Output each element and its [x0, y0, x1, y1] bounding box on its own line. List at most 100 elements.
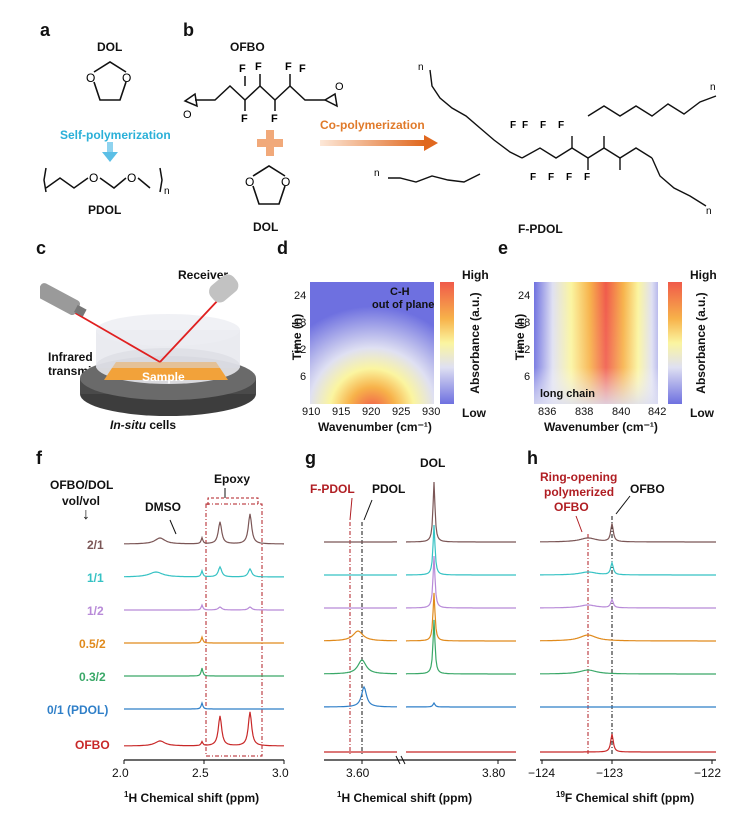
- f-pdol-label: F-PDOL: [518, 222, 563, 236]
- xlabel-g: 1H Chemical shift (ppm): [337, 790, 473, 805]
- row-label-2-1: 2/1: [87, 538, 104, 552]
- ratio-header-2: vol/vol: [62, 494, 101, 508]
- ytick-d-12: 12: [294, 344, 307, 356]
- nmr-spectra-g: [323, 481, 516, 765]
- ytick-d-6: 6: [300, 371, 307, 383]
- in-situ-cell-illustration: [40, 274, 256, 416]
- xlabel-f: 1H Chemical shift (ppm): [124, 790, 260, 805]
- spectrum-f-4: [124, 667, 284, 677]
- svg-text:F: F: [285, 61, 292, 73]
- spectrum-g-4: [323, 619, 516, 675]
- rop-label-2: polymerized: [544, 485, 615, 499]
- xtick-e-842: 842: [648, 406, 667, 418]
- f-pdol-peak-label: F-PDOL: [310, 482, 355, 496]
- panel-label-b: b: [183, 20, 194, 40]
- annotation-d-1: C-H: [390, 286, 410, 298]
- row-label-0-5-2: 0.5/2: [79, 637, 106, 651]
- spectrum-f-6: [124, 711, 284, 747]
- colorbar-e-low: Low: [690, 406, 714, 420]
- svg-text:F: F: [299, 63, 306, 75]
- epoxy-label: Epoxy: [214, 472, 251, 486]
- spectrum-f-2: [124, 603, 284, 611]
- spectrum-h-6: [540, 733, 716, 753]
- xtick-d-910: 910: [302, 406, 321, 418]
- svg-text:F: F: [255, 61, 262, 73]
- xtick-e-836: 836: [538, 406, 557, 418]
- ytick-e-24: 24: [518, 290, 531, 302]
- svg-text:n: n: [418, 62, 424, 73]
- ratio-header-arrow: ↓: [82, 506, 90, 523]
- ylabel-d: Time (h): [290, 313, 304, 361]
- colorbar-e: [668, 282, 682, 404]
- heatmap-d: [310, 282, 434, 404]
- ytick-e-6: 6: [524, 371, 531, 383]
- dmso-label: DMSO: [145, 500, 181, 514]
- svg-text:O: O: [245, 175, 254, 189]
- svg-text:n: n: [706, 206, 712, 217]
- spectrum-f-1: [124, 565, 284, 578]
- spectrum-f-0: [124, 513, 284, 545]
- svg-text:F: F: [566, 172, 572, 183]
- svg-text:F: F: [522, 120, 528, 131]
- pdol-peak-label: PDOL: [372, 482, 406, 496]
- ratio-header-1: OFBO/DOL: [50, 478, 114, 492]
- in-situ-cells-label: In-situ cells: [110, 418, 177, 432]
- svg-text:O: O: [127, 171, 136, 185]
- svg-text:O: O: [335, 81, 344, 93]
- svg-text:F: F: [540, 120, 546, 131]
- xlabel-h: 19F Chemical shift (ppm): [556, 790, 695, 805]
- row-label-0-3-2: 0.3/2: [79, 670, 106, 684]
- rop-label-1: Ring-opening: [540, 470, 618, 484]
- colorbar-d-label: Absorbance (a.u.): [468, 292, 482, 394]
- svg-text:O: O: [89, 171, 98, 185]
- panel-label-f: f: [36, 448, 42, 468]
- ytick-d-18: 18: [294, 317, 307, 329]
- panel-label-d: d: [277, 238, 288, 258]
- xtick-e-840: 840: [612, 406, 631, 418]
- plus-sign: [257, 130, 283, 156]
- xtick-g-3-80: 3.80: [482, 766, 506, 780]
- xtick-d-925: 925: [392, 406, 411, 418]
- svg-text:F: F: [241, 113, 248, 125]
- n-label-b: n: [710, 82, 716, 93]
- xtick-h-124: −124: [528, 766, 556, 780]
- spectrum-g-5: [324, 685, 516, 708]
- svg-text:F: F: [548, 172, 554, 183]
- svg-text:O: O: [281, 175, 290, 189]
- xtick-h-123: −123: [596, 766, 624, 780]
- svg-text:F: F: [271, 113, 278, 125]
- annotation-e: long chain: [540, 388, 595, 400]
- ytick-d-24: 24: [294, 290, 307, 302]
- pdol-structure: O O n: [43, 167, 170, 197]
- svg-text:O: O: [183, 109, 192, 121]
- panel-label-g: g: [305, 448, 316, 468]
- receiver-label: Receiver: [178, 268, 229, 282]
- colorbar-e-label: Absorbance (a.u.): [694, 292, 708, 394]
- xtick-f-2-5: 2.5: [192, 766, 209, 780]
- dol-label-a: DOL: [97, 40, 123, 54]
- row-label-ofbo: OFBO: [75, 738, 110, 752]
- co-polymerization-label: Co-polymerization: [320, 118, 425, 132]
- xtick-f-2-0: 2.0: [112, 766, 129, 780]
- dol-peak-label: DOL: [420, 456, 446, 470]
- colorbar-d-low: Low: [462, 406, 486, 420]
- spectrum-g-1: [324, 524, 516, 576]
- pdol-subscript: n: [164, 186, 170, 197]
- panel-label-c: c: [36, 238, 47, 258]
- f-atom: F: [239, 63, 246, 75]
- svg-text:F: F: [510, 120, 516, 131]
- row-label-1-1: 1/1: [87, 571, 104, 585]
- self-polymerization-arrow: [102, 142, 118, 162]
- svg-text:F: F: [530, 172, 536, 183]
- co-polymerization-arrow: [320, 135, 438, 151]
- spectrum-g-3: [324, 592, 516, 642]
- xtick-d-920: 920: [362, 406, 381, 418]
- spectrum-h-2: [540, 598, 716, 609]
- row-label-pdol: 0/1 (PDOL): [47, 703, 109, 717]
- colorbar-e-high: High: [690, 268, 717, 282]
- self-polymerization-label: Self-polymerization: [60, 128, 171, 142]
- ofbo-peak-label: OFBO: [630, 482, 665, 496]
- svg-text:F: F: [584, 172, 590, 183]
